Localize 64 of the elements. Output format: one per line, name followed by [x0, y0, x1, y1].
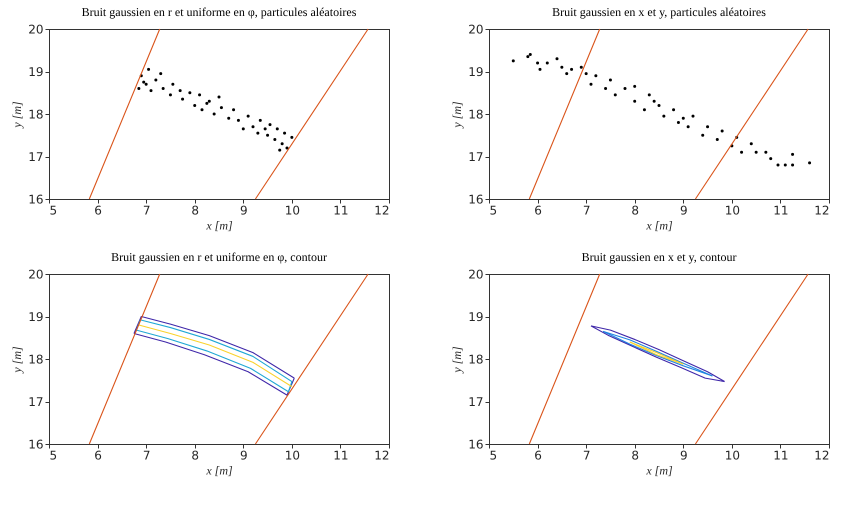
x-tick-label: 11	[333, 204, 349, 218]
x-tick-label: 8	[631, 204, 640, 218]
y-tick-label: 17	[468, 395, 484, 409]
y-tick-label: 19	[468, 310, 484, 324]
y-tick-label: 20	[468, 268, 484, 282]
x-tick-label: 7	[142, 204, 150, 218]
chart-title: Bruit gaussien en x et y, particules aléatoires	[552, 5, 766, 19]
x-tick-label: 10	[724, 204, 740, 218]
x-tick-label: 11	[773, 204, 789, 218]
chart-title: Bruit gaussien en x et y, contour	[582, 250, 736, 264]
chart-title: Bruit gaussien en r et uniforme en φ, contour	[111, 250, 327, 264]
y-axis-title: y [m]	[450, 101, 464, 129]
y-axis-title: y [m]	[450, 346, 464, 374]
y-tick-label: 19	[28, 310, 44, 324]
x-tick-label: 12	[814, 448, 830, 462]
y-tick-label: 19	[468, 65, 484, 79]
y-tick-label: 19	[28, 65, 44, 79]
x-tick-label: 8	[631, 448, 640, 462]
y-axis-title: y [m]	[10, 346, 24, 374]
x-tick-label: 9	[680, 204, 688, 218]
x-tick-label: 6	[94, 204, 102, 218]
y-tick-label: 16	[28, 438, 44, 452]
y-tick-label: 17	[28, 150, 44, 164]
x-tick-label: 9	[240, 204, 248, 218]
x-tick-label: 9	[240, 448, 248, 462]
x-tick-label: 7	[582, 204, 590, 218]
x-tick-label: 11	[333, 448, 349, 462]
x-tick-label: 5	[50, 204, 58, 218]
y-tick-label: 16	[28, 192, 44, 206]
x-tick-label: 10	[284, 448, 300, 462]
x-tick-label: 12	[374, 204, 390, 218]
x-tick-label: 6	[94, 448, 102, 462]
y-tick-label: 16	[468, 192, 484, 206]
x-tick-label: 5	[490, 448, 498, 462]
y-tick-label: 16	[468, 438, 484, 452]
x-tick-label: 12	[814, 204, 830, 218]
chart-title: Bruit gaussien en r et uniforme en φ, particules aléatoires	[82, 5, 357, 19]
x-tick-label: 10	[724, 448, 740, 462]
x-axis-title: x [m]	[205, 218, 233, 232]
x-tick-label: 8	[191, 204, 200, 218]
x-tick-label: 10	[284, 204, 300, 218]
y-tick-label: 20	[28, 268, 44, 282]
x-axis-title: x [m]	[645, 464, 673, 478]
y-tick-label: 18	[468, 352, 484, 366]
x-tick-label: 8	[191, 448, 200, 462]
y-tick-label: 17	[468, 150, 484, 164]
x-tick-label: 6	[534, 448, 542, 462]
x-tick-label: 6	[534, 204, 542, 218]
x-tick-label: 7	[142, 448, 150, 462]
x-tick-label: 5	[490, 204, 498, 218]
x-axis-title: x [m]	[205, 464, 233, 478]
y-tick-label: 20	[28, 22, 44, 36]
y-tick-label: 18	[28, 352, 44, 366]
x-axis-title: x [m]	[645, 218, 673, 232]
y-tick-label: 18	[28, 108, 44, 122]
x-tick-label: 9	[680, 448, 688, 462]
x-tick-label: 11	[773, 448, 789, 462]
x-tick-label: 7	[582, 448, 590, 462]
y-tick-label: 20	[468, 22, 484, 36]
y-tick-label: 17	[28, 395, 44, 409]
x-tick-label: 5	[50, 448, 58, 462]
y-tick-label: 18	[468, 108, 484, 122]
x-tick-label: 12	[374, 448, 390, 462]
y-axis-title: y [m]	[10, 101, 24, 129]
